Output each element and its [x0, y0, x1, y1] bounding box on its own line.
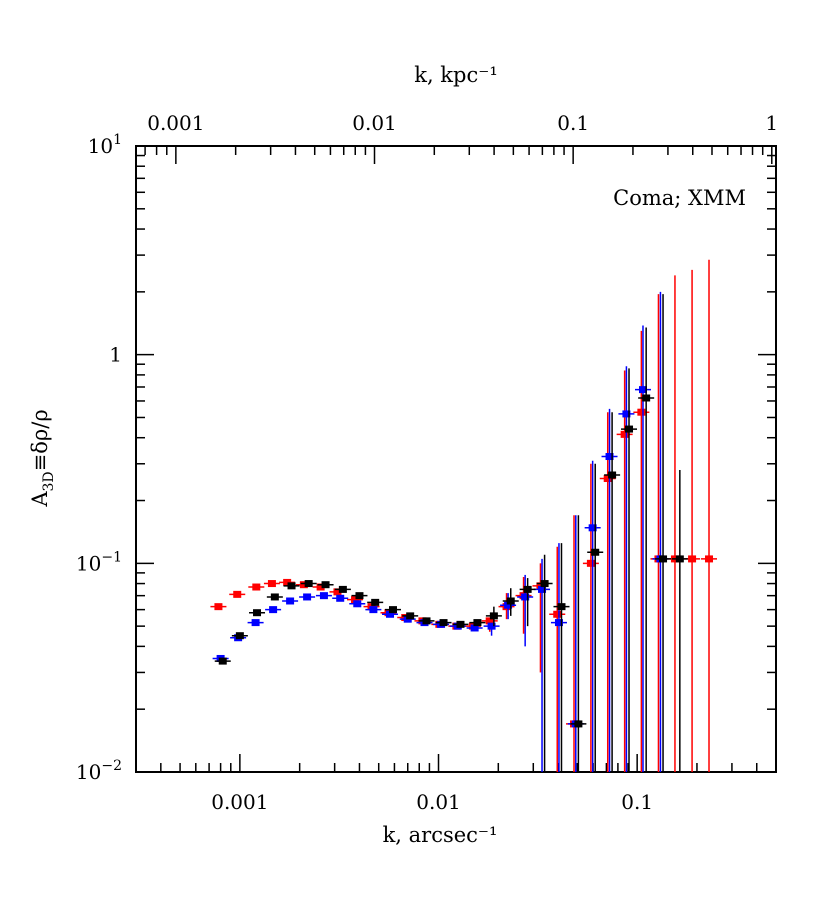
data-point	[515, 577, 532, 634]
data-point	[684, 269, 701, 772]
data-point	[616, 370, 633, 772]
data-point	[532, 563, 549, 673]
data-point	[282, 597, 299, 605]
x-tick-label: 0.1	[621, 790, 653, 814]
data-point	[582, 463, 599, 772]
data-point	[347, 596, 364, 604]
data-point	[502, 588, 519, 616]
x2-axis-title: k, kpc⁻¹	[414, 63, 498, 87]
data-point	[587, 463, 604, 772]
data-point	[418, 617, 435, 625]
y-tick-label: 101	[88, 132, 122, 158]
data-point	[231, 632, 248, 640]
data-point	[566, 515, 583, 772]
data-point	[671, 470, 688, 772]
data-point	[652, 291, 669, 772]
data-point	[701, 259, 718, 772]
data-point	[601, 408, 618, 772]
data-point	[650, 294, 667, 772]
series-1	[212, 291, 669, 772]
annotation-label: Coma; XMM	[613, 186, 746, 210]
data-point	[485, 606, 502, 627]
plot-border	[135, 145, 777, 773]
x2-tick-label: 1	[765, 111, 778, 135]
data-point	[604, 412, 621, 772]
data-point	[283, 582, 300, 590]
data-point	[248, 583, 265, 591]
data-point	[351, 592, 368, 600]
data-point	[266, 593, 283, 601]
series-0	[210, 259, 718, 772]
y-tick-label: 1	[109, 343, 122, 367]
data-point	[469, 619, 486, 627]
data-point	[299, 593, 316, 601]
data-point	[500, 593, 517, 620]
x2-tick-label: 0.001	[147, 111, 204, 135]
data-point	[549, 546, 566, 772]
y-axis-title: A3D≡δρ/ρ	[28, 409, 57, 507]
x-tick-label: 0.001	[211, 790, 268, 814]
data-point	[247, 619, 264, 627]
plot-frame	[135, 145, 777, 773]
data-point	[466, 624, 483, 632]
data-point	[349, 600, 366, 608]
data-point	[638, 327, 655, 772]
data-point	[365, 606, 382, 614]
data-point	[553, 543, 570, 772]
data-point	[519, 578, 536, 627]
data-point	[570, 515, 587, 772]
data-point	[435, 619, 452, 627]
data-point	[621, 368, 638, 772]
x2-tick-label: 0.01	[352, 111, 397, 135]
series-2	[214, 294, 688, 772]
data-point	[567, 515, 584, 772]
data-point	[634, 325, 651, 772]
data-point	[402, 612, 419, 620]
axis-tick-labels: 0.001 0.01 0.1 0.001 0.01 0.1 1 10−2 10−1 1 101	[76, 111, 778, 814]
data-point	[315, 592, 332, 600]
data-point	[367, 598, 384, 606]
data-point	[334, 585, 351, 593]
data-point	[384, 606, 401, 614]
data-point	[332, 594, 349, 602]
data-point	[210, 603, 227, 611]
data-point	[452, 620, 469, 628]
data-point	[300, 580, 317, 588]
data-point	[263, 580, 280, 588]
x-axis-title: k, arcsec⁻¹	[383, 823, 498, 847]
data-point	[550, 543, 567, 772]
data-point	[517, 574, 534, 647]
data-point	[214, 657, 231, 665]
data-point	[655, 294, 672, 772]
data-point	[483, 622, 500, 636]
x-tick-label: 0.01	[416, 790, 461, 814]
data-series	[210, 259, 718, 772]
data-point	[229, 590, 246, 598]
data-point	[382, 610, 399, 618]
data-point	[618, 366, 635, 772]
data-point	[599, 412, 616, 772]
data-point	[265, 606, 282, 614]
data-point	[249, 609, 266, 617]
data-point	[317, 581, 334, 589]
data-point	[534, 558, 551, 772]
y-tick-label: 10−2	[76, 758, 122, 784]
data-point	[536, 554, 553, 772]
data-point	[584, 460, 601, 772]
x2-tick-label: 0.1	[557, 111, 589, 135]
y-tick-label: 10−1	[76, 549, 122, 575]
